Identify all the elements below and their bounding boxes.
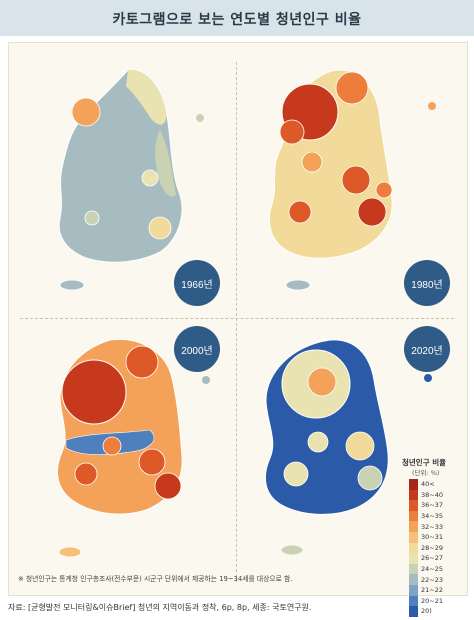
map-1980-jeju xyxy=(285,279,311,291)
legend-swatch xyxy=(409,510,418,522)
legend-row: 21~22 xyxy=(409,584,443,596)
map-2000-daegu-blob xyxy=(138,448,166,476)
map-2020-ulleung xyxy=(424,374,432,382)
legend-label: 20~21 xyxy=(421,596,443,605)
legend-swatch xyxy=(409,531,418,543)
legend-label: 24~25 xyxy=(421,565,443,574)
map-2000 xyxy=(56,338,210,558)
source-citation: 자료: [균형발전 모니터링&이슈Brief] 청년의 지역이동과 정착, 6p… xyxy=(8,603,312,612)
legend-row: 40< xyxy=(409,479,443,490)
legend-label: 38~40 xyxy=(421,490,443,499)
map-2000-jeju xyxy=(58,546,82,558)
map-1966-northeast-band xyxy=(126,69,167,125)
map-2020-daegu-blob xyxy=(345,431,375,461)
map-1966-gwangju-blob xyxy=(84,210,100,226)
map-1980-gwangju-blob xyxy=(288,200,312,224)
map-1966-busan-blob xyxy=(148,216,172,240)
legend: 40< 38~40 36~37 34~35 32~33 30~31 28~29 26~27 24… xyxy=(409,479,443,617)
legend-label: 22~23 xyxy=(421,575,443,584)
legend-row: 24~25 xyxy=(409,563,443,575)
legend-swatch xyxy=(409,479,418,490)
legend-title: 청년인구 비율 xyxy=(402,458,447,467)
legend-swatch xyxy=(409,595,418,607)
map-2020-seoul-core xyxy=(307,367,337,397)
map-1980 xyxy=(268,69,436,291)
year-badge-2020: 2020년 xyxy=(404,326,450,372)
map-1966 xyxy=(58,69,204,291)
map-1980-busan-blob xyxy=(357,197,387,227)
map-1966-east-coast xyxy=(155,130,176,197)
map-1980-ulsan-blob xyxy=(375,181,393,199)
legend-label: 28~29 xyxy=(421,543,443,552)
legend-swatch xyxy=(409,500,418,511)
legend-row: 34~35 xyxy=(409,510,443,522)
map-1966-daegu-blob xyxy=(141,169,159,187)
title-bar xyxy=(0,0,474,36)
legend-label: 32~33 xyxy=(421,522,443,531)
legend-row: 26~27 xyxy=(409,553,443,564)
map-2000-seoul-blob xyxy=(61,359,127,425)
map-2000-busan-blob xyxy=(154,472,182,500)
map-2020-daejeon-blob xyxy=(307,431,329,453)
legend-swatch xyxy=(409,489,418,501)
map-1980-northeast-blob xyxy=(335,71,369,105)
legend-swatch xyxy=(409,563,418,575)
legend-label: 34~35 xyxy=(421,512,443,521)
legend-swatch xyxy=(409,553,418,564)
legend-unit: (단위: %) xyxy=(412,469,440,477)
legend-label: 20) xyxy=(421,607,432,616)
map-2020-jeju xyxy=(280,544,304,556)
legend-row: 28~29 xyxy=(409,542,443,554)
legend-label: 30~31 xyxy=(421,533,443,542)
horizontal-divider xyxy=(20,318,454,319)
legend-swatch xyxy=(409,542,418,554)
footnote: ※ 청년인구는 통계청 인구총조사(전수부문) 시군구 단위에서 제공하는 19… xyxy=(18,575,293,583)
map-2000-northeast-blob xyxy=(125,345,159,379)
year-badge-1980: 1980년 xyxy=(404,260,450,306)
map-2020 xyxy=(264,339,432,556)
map-2020-gwangju-blob xyxy=(283,461,309,487)
vertical-divider xyxy=(236,62,237,582)
map-2000-daejeon-blob xyxy=(102,436,122,456)
legend-row: 20) xyxy=(409,606,443,617)
legend-row: 30~31 xyxy=(409,531,443,543)
map-2000-ulleung xyxy=(202,376,210,384)
map-2000-gwangju-blob xyxy=(74,462,98,486)
year-badge-1966: 1966년 xyxy=(174,260,220,306)
map-1980-daegu-blob xyxy=(341,165,371,195)
map-1966-jeju xyxy=(59,279,85,291)
legend-row: 32~33 xyxy=(409,521,443,532)
legend-swatch xyxy=(409,521,418,532)
legend-swatch xyxy=(409,584,418,596)
map-1966-ulleung xyxy=(196,114,204,122)
legend-swatch xyxy=(409,606,418,617)
legend-label: 21~22 xyxy=(421,586,443,595)
map-1980-daejeon-blob xyxy=(301,151,323,173)
map-1966-seoul-blob xyxy=(71,97,101,127)
legend-row: 36~37 xyxy=(409,500,443,511)
year-badge-2000: 2000년 xyxy=(174,326,220,372)
page-title: 카토그램으로 보는 연도별 청년인구 비율 xyxy=(112,12,362,28)
map-2020-busan-blob xyxy=(357,465,383,491)
legend-label: 40< xyxy=(421,480,435,489)
legend-row: 22~23 xyxy=(409,574,443,585)
legend-swatch xyxy=(409,574,418,585)
map-1980-ulleung xyxy=(428,102,436,110)
legend-label: 36~37 xyxy=(421,501,443,510)
map-1980-incheon-blob xyxy=(279,119,305,145)
legend-row: 20~21 xyxy=(409,595,443,607)
legend-row: 38~40 xyxy=(409,489,443,501)
legend-label: 26~27 xyxy=(421,554,443,563)
